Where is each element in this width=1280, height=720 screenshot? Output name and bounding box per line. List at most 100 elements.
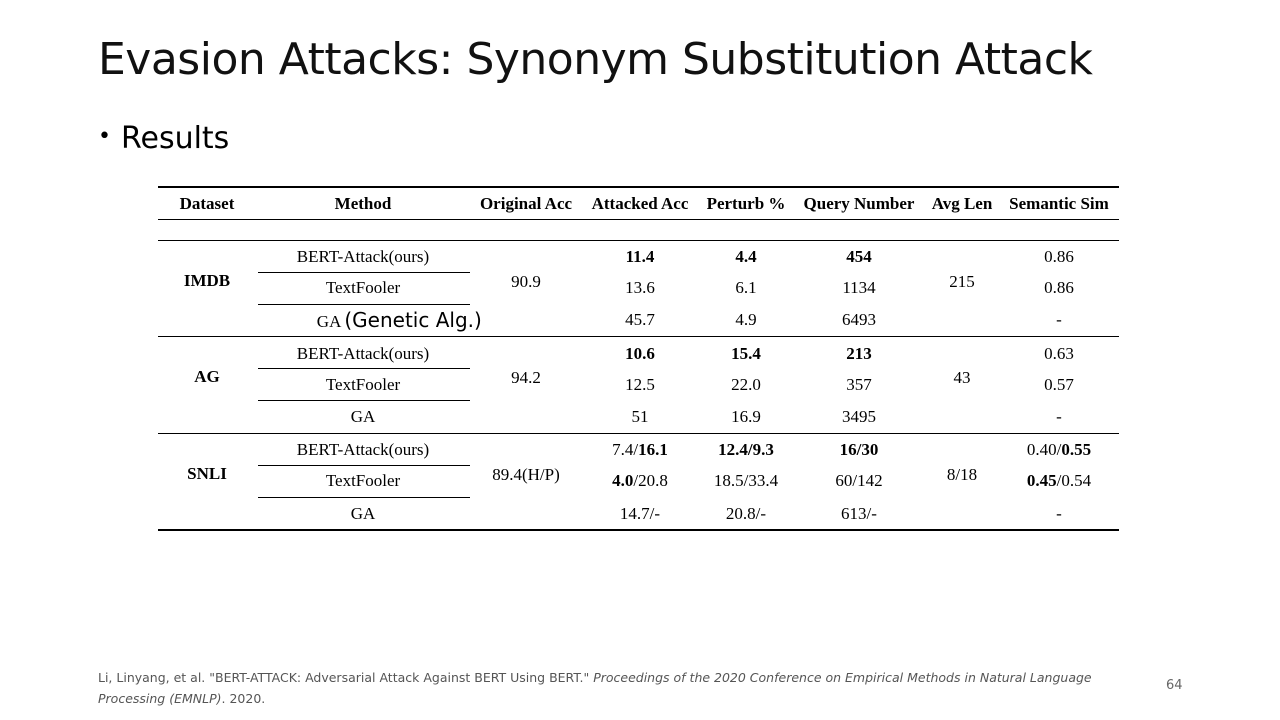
perturb-cell: 16.9 bbox=[731, 407, 761, 427]
semsim-regular: 0.86 bbox=[1044, 247, 1074, 266]
query-cell: 60/142 bbox=[835, 471, 882, 491]
attacked-cell: 12.5 bbox=[625, 375, 655, 395]
table-group-rule-imdb bbox=[158, 240, 1119, 241]
attacked-regular: 45.7 bbox=[625, 310, 655, 329]
perturb-bold: 4.4 bbox=[735, 247, 757, 266]
dataset-label: AG bbox=[194, 367, 220, 386]
method-row-rule bbox=[258, 304, 470, 305]
method-name: BERT-Attack(ours) bbox=[296, 247, 430, 266]
attacked-cell: 14.7/- bbox=[620, 504, 660, 524]
perturb-cell: 4.4 bbox=[735, 247, 756, 267]
query-cell: 213 bbox=[846, 344, 872, 364]
bullet-text: Results bbox=[120, 121, 230, 156]
semsim-regular: 0.57 bbox=[1044, 375, 1074, 394]
method-cell: BERT-Attack(ours) bbox=[297, 247, 429, 267]
semsim-cell: 0.57 bbox=[1044, 375, 1074, 395]
dataset-label: SNLI bbox=[187, 464, 227, 483]
perturb-regular: 16.9 bbox=[731, 407, 761, 426]
column-header: Method bbox=[334, 194, 392, 213]
query-cell: 16/30 bbox=[840, 440, 879, 460]
attacked-regular: 13.6 bbox=[625, 278, 655, 297]
semsim-cell: 0.63 bbox=[1044, 344, 1074, 364]
method-cell: BERT-Attack(ours) bbox=[297, 344, 429, 364]
query-bold: 454 bbox=[846, 247, 872, 266]
method-name: TextFooler bbox=[325, 278, 401, 297]
column-header: Avg Len bbox=[931, 194, 993, 213]
method-row-rule bbox=[258, 465, 470, 466]
perturb-regular: 4.9 bbox=[735, 310, 757, 329]
column-header: Original Acc bbox=[479, 194, 573, 213]
query-regular: 6493 bbox=[842, 310, 876, 329]
method-name: GA bbox=[350, 504, 376, 523]
semsim-regular: 0.63 bbox=[1044, 344, 1074, 363]
avg-len: 8/18 bbox=[946, 465, 978, 484]
attacked-cell: 10.6 bbox=[625, 344, 655, 364]
semsim-cell: 0.45/0.54 bbox=[1027, 471, 1091, 491]
method-row-rule bbox=[258, 368, 470, 369]
method-annotation: (Genetic Alg.) bbox=[344, 308, 482, 332]
semsim-regular: /0.54 bbox=[1056, 471, 1092, 490]
semsim-cell: - bbox=[1056, 310, 1062, 330]
query-cell: 3495 bbox=[842, 407, 876, 427]
method-row-rule bbox=[258, 272, 470, 273]
semsim-regular: - bbox=[1056, 407, 1062, 426]
method-cell: GA (Genetic Alg.) bbox=[317, 310, 482, 332]
query-bold: 213 bbox=[846, 344, 872, 363]
method-cell: TextFooler bbox=[326, 278, 400, 298]
column-header: Query Number bbox=[803, 194, 915, 213]
attacked-regular: 14.7/- bbox=[619, 504, 661, 523]
semsim-regular: 0.86 bbox=[1044, 278, 1074, 297]
column-header: Attacked Acc bbox=[591, 194, 689, 213]
query-cell: 357 bbox=[846, 375, 872, 395]
table-group-rule-ag bbox=[158, 336, 1119, 337]
query-cell: 613/- bbox=[841, 504, 877, 524]
semsim-regular: 0.55 bbox=[1061, 440, 1092, 459]
original-acc: 90.9 bbox=[511, 272, 541, 291]
table-bottom-rule bbox=[158, 529, 1119, 531]
method-cell: TextFooler bbox=[326, 471, 400, 491]
semsim-regular: - bbox=[1056, 310, 1062, 329]
perturb-regular: 6.1 bbox=[735, 278, 757, 297]
attacked-bold: 11.4 bbox=[625, 247, 655, 266]
method-name: BERT-Attack(ours) bbox=[296, 344, 430, 363]
original-acc: 89.4(H/P) bbox=[492, 465, 560, 484]
method-row-rule bbox=[258, 497, 470, 498]
perturb-cell: 15.4 bbox=[731, 344, 761, 364]
query-regular: 1134 bbox=[842, 278, 876, 297]
bullet-results: • Results bbox=[98, 121, 229, 156]
query-cell: 6493 bbox=[842, 310, 876, 330]
perturb-cell: 20.8/- bbox=[726, 504, 766, 524]
method-cell: TextFooler bbox=[326, 375, 400, 395]
citation-venue: Proceedings of the 2020 Conference on Em… bbox=[98, 670, 1092, 706]
attacked-cell: 4.0/20.8 bbox=[612, 471, 668, 491]
attacked-regular: /20.8 bbox=[633, 471, 668, 490]
perturb-cell: 4.9 bbox=[735, 310, 756, 330]
page-number: 64 bbox=[1166, 678, 1183, 693]
method-name: BERT-Attack(ours) bbox=[296, 440, 430, 459]
method-name: GA bbox=[316, 312, 342, 331]
perturb-regular: 22.0 bbox=[731, 375, 761, 394]
citation-authors: Li, Linyang, et al. "BERT-ATTACK: Advers… bbox=[98, 670, 594, 685]
attacked-cell: 7.4/16.1 bbox=[612, 440, 668, 460]
results-table: Dataset Method Original Acc Attacked Acc Per… bbox=[158, 186, 1119, 532]
dataset-label: IMDB bbox=[183, 271, 231, 290]
query-cell: 1134 bbox=[842, 278, 875, 298]
semsim-cell: 0.86 bbox=[1044, 278, 1074, 298]
attacked-cell: 51 bbox=[632, 407, 649, 427]
perturb-cell: 22.0 bbox=[731, 375, 761, 395]
query-regular: 60/142 bbox=[835, 471, 883, 490]
table-header-rule bbox=[158, 219, 1119, 220]
query-cell: 454 bbox=[846, 247, 872, 267]
attacked-cell: 13.6 bbox=[625, 278, 655, 298]
attacked-regular: 12.5 bbox=[625, 375, 655, 394]
perturb-regular: 20.8/- bbox=[725, 504, 767, 523]
attacked-bold: 10.6 bbox=[625, 344, 655, 363]
attacked-regular: 16.1 bbox=[638, 440, 668, 459]
citation-year: . 2020. bbox=[221, 691, 266, 706]
attacked-cell: 45.7 bbox=[625, 310, 655, 330]
semsim-regular: - bbox=[1056, 504, 1062, 523]
slide-title: Evasion Attacks: Synonym Substitution At… bbox=[98, 34, 1093, 85]
query-bold: 16/30 bbox=[839, 440, 879, 459]
avg-len: 43 bbox=[953, 368, 971, 387]
perturb-bold: 15.4 bbox=[731, 344, 761, 363]
